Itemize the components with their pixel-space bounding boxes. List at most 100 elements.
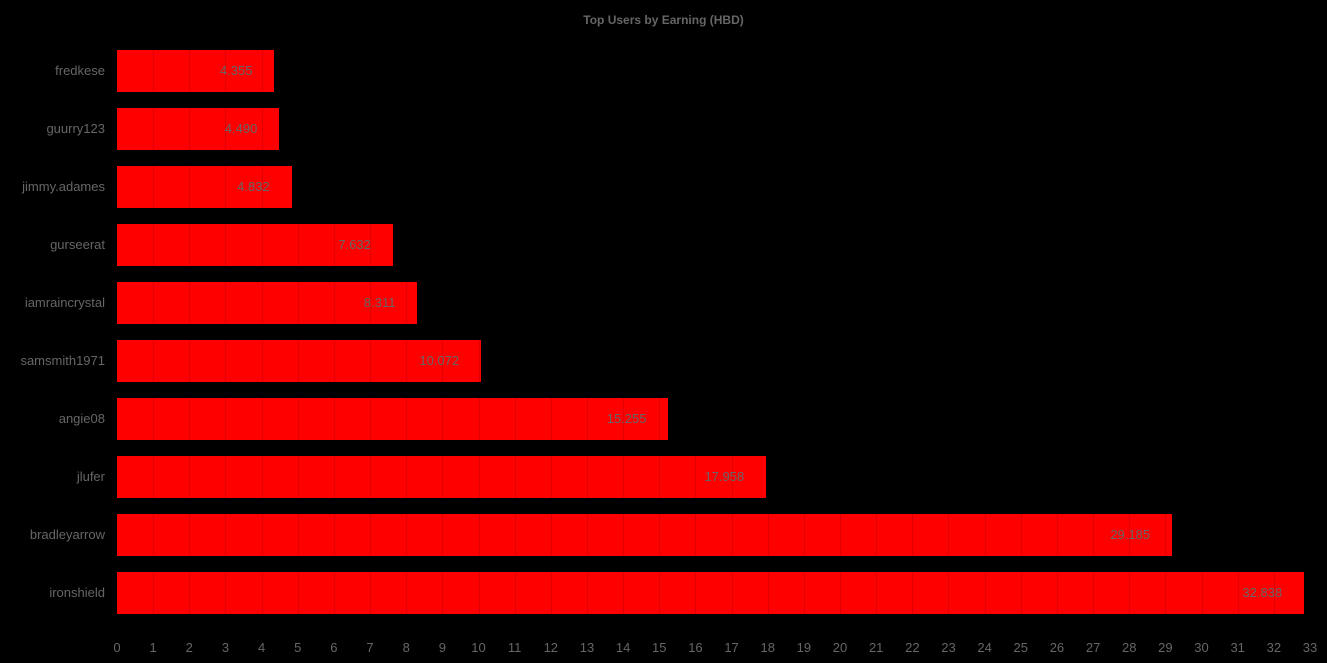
x-axis-tick: 21 <box>868 640 884 655</box>
bar[interactable] <box>117 282 418 324</box>
gridline <box>840 572 842 614</box>
gridline <box>1093 514 1095 556</box>
gridline <box>623 514 625 556</box>
gridline <box>1020 572 1022 614</box>
gridline <box>261 224 263 266</box>
x-axis-tick: 22 <box>905 640 920 655</box>
gridline <box>406 398 408 440</box>
x-axis-tick: 5 <box>294 640 302 655</box>
gridline <box>370 456 372 498</box>
bar[interactable] <box>117 108 280 150</box>
gridline <box>153 282 155 324</box>
gridline <box>333 572 335 614</box>
x-axis-tick: 4 <box>257 640 266 655</box>
bar[interactable] <box>117 572 1305 614</box>
gridline <box>225 224 227 266</box>
gridline <box>370 514 372 556</box>
gridline <box>370 572 372 614</box>
gridline <box>695 456 697 498</box>
gridline <box>225 398 227 440</box>
gridline <box>370 340 372 382</box>
y-axis-label: bradleyarrow <box>29 527 105 542</box>
gridline <box>153 224 155 266</box>
gridline <box>659 398 661 440</box>
gridline <box>261 456 263 498</box>
gridline <box>442 398 444 440</box>
gridline <box>586 572 588 614</box>
gridline <box>406 340 408 382</box>
gridline <box>623 572 625 614</box>
x-axis-tick: 30 <box>1194 640 1209 655</box>
gridline <box>514 514 516 556</box>
bar[interactable] <box>117 398 669 440</box>
x-axis-tick: 14 <box>615 640 631 655</box>
x-axis-tick: 18 <box>760 640 775 655</box>
gridline <box>406 456 408 498</box>
gridline <box>297 224 299 266</box>
gridline <box>406 572 408 614</box>
gridline <box>442 456 444 498</box>
gridline <box>514 456 516 498</box>
x-axis-tick: 31 <box>1230 640 1245 655</box>
gridline <box>840 514 842 556</box>
gridline <box>1056 572 1058 614</box>
x-axis-tick: 33 <box>1302 640 1318 655</box>
bar-value-label: 7.632 <box>338 237 371 252</box>
gridline <box>731 572 733 614</box>
gridline <box>297 340 299 382</box>
y-axis-label: jlufer <box>76 469 105 484</box>
gridline <box>406 282 408 324</box>
gridline <box>225 514 227 556</box>
x-axis-tick: 11 <box>507 640 522 655</box>
gridline <box>297 456 299 498</box>
x-axis-tick: 17 <box>724 640 739 655</box>
gridline <box>659 514 661 556</box>
gridline <box>478 340 480 382</box>
bar[interactable] <box>117 224 393 266</box>
gridline <box>333 398 335 440</box>
bar[interactable] <box>117 514 1173 556</box>
x-axis-tick: 8 <box>402 640 410 655</box>
x-axis-tick: 19 <box>796 640 812 655</box>
x-axis-tick: 15 <box>652 640 667 655</box>
gridline <box>153 50 155 92</box>
gridline <box>261 572 263 614</box>
y-axis-label: angie08 <box>58 411 105 426</box>
gridline <box>659 572 661 614</box>
gridline <box>189 166 191 208</box>
x-axis-tick: 6 <box>330 640 338 655</box>
bar-value-label: 17.958 <box>704 469 745 484</box>
gridline <box>912 514 914 556</box>
bar[interactable] <box>117 166 292 208</box>
gridline <box>189 224 191 266</box>
x-axis-tick: 32 <box>1266 640 1282 655</box>
x-axis-tick: 13 <box>579 640 595 655</box>
y-axis-label: guurry123 <box>46 121 105 136</box>
gridline <box>442 572 444 614</box>
gridline <box>297 572 299 614</box>
gridline <box>948 572 950 614</box>
gridline <box>803 572 805 614</box>
gridline <box>297 282 299 324</box>
gridline <box>189 456 191 498</box>
x-axis-tick: 1 <box>149 640 157 655</box>
x-axis-tick: 7 <box>366 640 374 655</box>
x-axis-tick: 3 <box>221 640 230 655</box>
x-axis-tick: 27 <box>1085 640 1101 655</box>
gridline <box>984 514 986 556</box>
bar[interactable] <box>117 50 275 92</box>
gridline <box>586 514 588 556</box>
gridline <box>333 514 335 556</box>
gridline <box>1165 514 1167 556</box>
gridline <box>153 340 155 382</box>
gridline <box>550 514 552 556</box>
bar[interactable] <box>117 456 767 498</box>
gridline <box>189 572 191 614</box>
gridline <box>333 340 335 382</box>
gridline <box>261 514 263 556</box>
x-axis-tick: 24 <box>977 640 992 655</box>
gridline <box>803 514 805 556</box>
gridline <box>550 572 552 614</box>
bar[interactable] <box>117 340 482 382</box>
gridline <box>912 572 914 614</box>
